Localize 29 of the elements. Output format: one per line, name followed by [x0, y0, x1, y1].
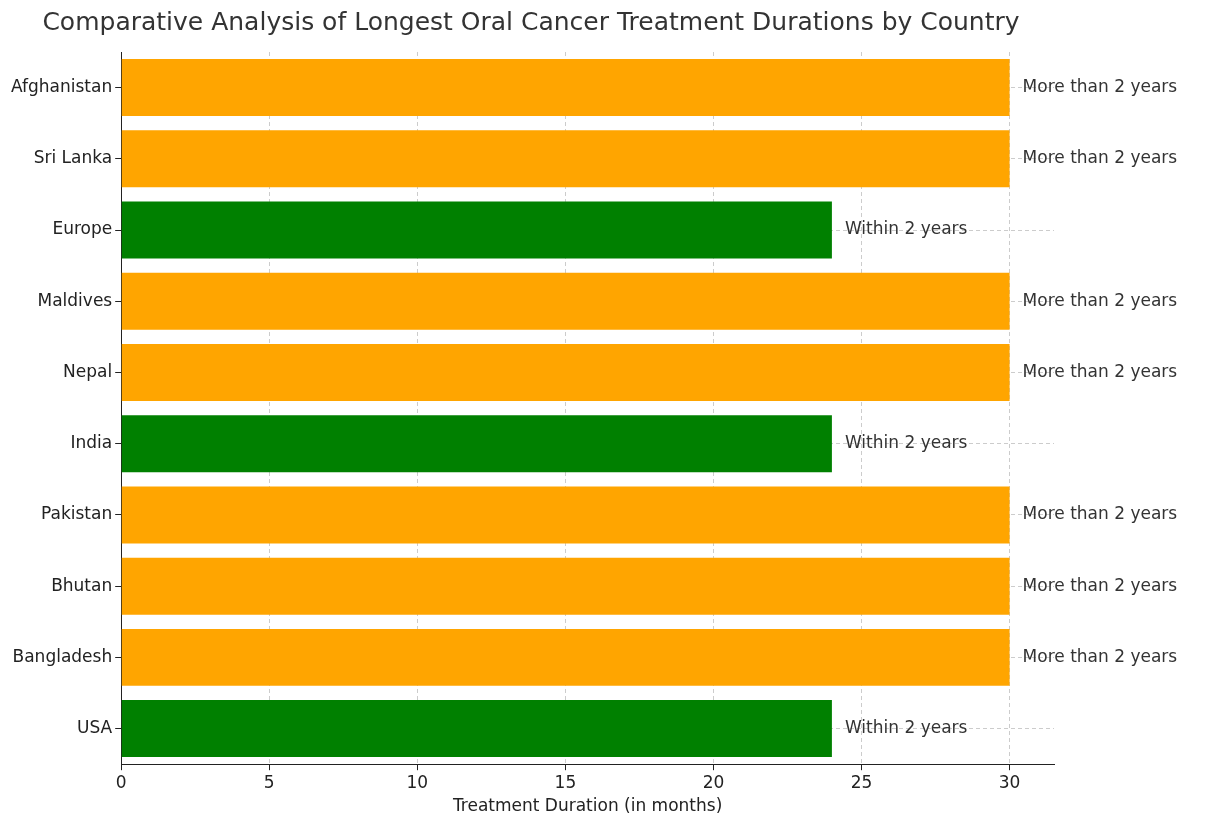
- data-label: More than 2 years: [1022, 645, 1178, 666]
- x-tick-label: 10: [406, 771, 429, 792]
- x-tick-label: 25: [850, 771, 873, 792]
- y-tick-label: USA: [77, 717, 113, 738]
- data-label: Within 2 years: [844, 218, 968, 239]
- chart-title: Comparative Analysis of Longest Oral Cancer Treatment Durations by Country: [42, 6, 1020, 36]
- y-tick-label: Pakistan: [41, 503, 113, 524]
- y-tick-label: Afghanistan: [11, 76, 113, 97]
- data-label: More than 2 years: [1022, 574, 1178, 595]
- data-label: More than 2 years: [1022, 289, 1178, 310]
- x-tick-label: 20: [702, 771, 725, 792]
- x-tick-label: 0: [115, 771, 127, 792]
- y-tick-label: Sri Lanka: [33, 147, 113, 168]
- y-tick-label: Bhutan: [51, 574, 113, 595]
- data-label: Within 2 years: [844, 432, 968, 453]
- data-label: More than 2 years: [1022, 360, 1178, 381]
- y-tick-label: Maldives: [37, 289, 113, 310]
- x-tick-label: 30: [998, 771, 1021, 792]
- y-tick-label: Nepal: [63, 360, 113, 381]
- y-tick-label: India: [70, 432, 113, 453]
- x-tick-label: 5: [263, 771, 275, 792]
- x-tick-label: 15: [554, 771, 577, 792]
- data-label: Within 2 years: [844, 717, 968, 738]
- x-axis-title: Treatment Duration (in months): [451, 795, 723, 816]
- data-label: More than 2 years: [1022, 147, 1178, 168]
- data-label: More than 2 years: [1022, 503, 1178, 524]
- y-tick-label: Europe: [52, 218, 113, 239]
- data-label: More than 2 years: [1022, 76, 1178, 97]
- y-tick-label: Bangladesh: [12, 645, 113, 666]
